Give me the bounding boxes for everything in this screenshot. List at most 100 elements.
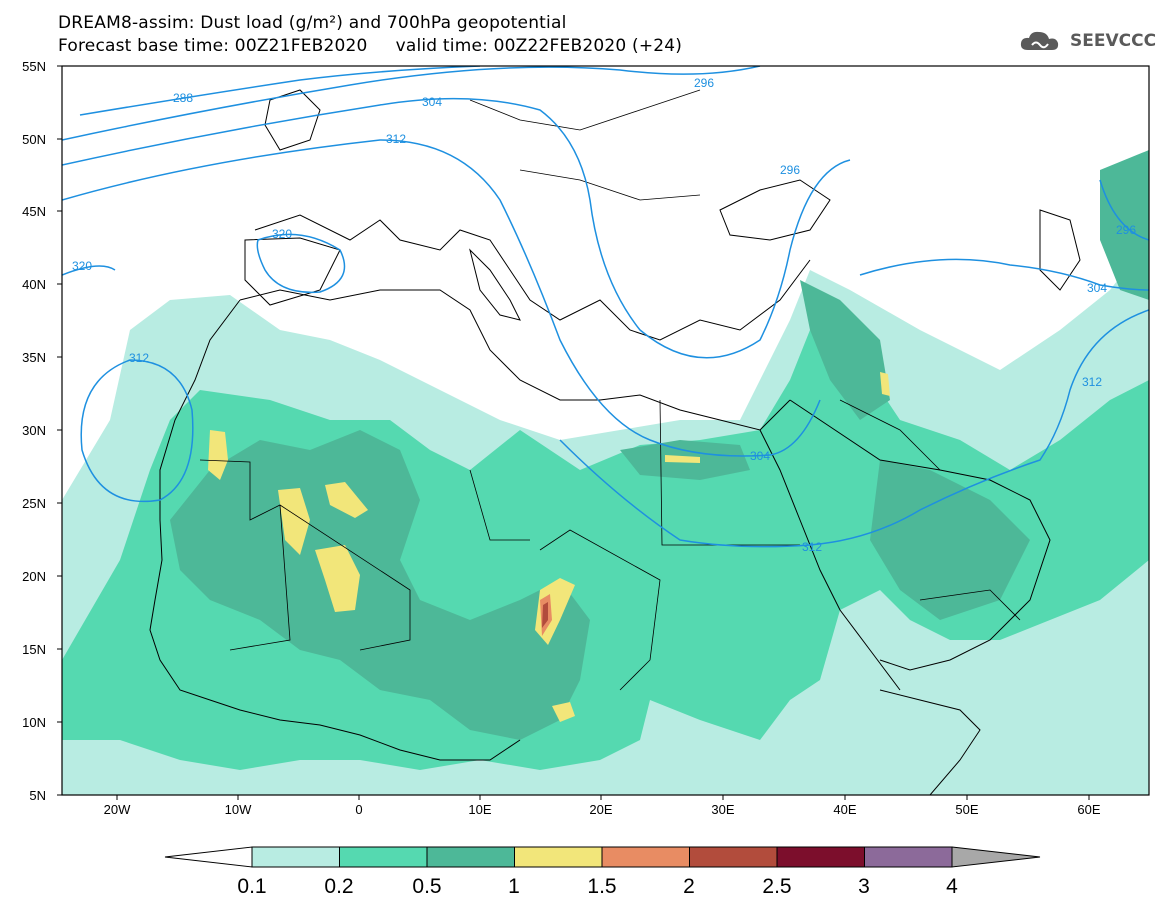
border-line bbox=[469, 89, 701, 131]
lat-tick-label: 25N bbox=[22, 496, 46, 511]
coastline-europe bbox=[254, 214, 811, 341]
colorbar-tick-label: 0.5 bbox=[412, 875, 441, 898]
contour-label: 312 bbox=[1082, 375, 1102, 389]
contour-312-sahara bbox=[559, 309, 1149, 548]
lat-tick-label: 35N bbox=[22, 350, 46, 365]
contour-label: 296 bbox=[780, 163, 800, 177]
country-borders bbox=[199, 89, 1021, 691]
lon-tick-label: 40E bbox=[833, 802, 856, 817]
contour-label: 296 bbox=[694, 76, 714, 90]
coastline-red-sea bbox=[759, 429, 901, 691]
colorbar-tick-label: 1.5 bbox=[587, 875, 616, 898]
coastlines bbox=[149, 89, 1081, 795]
map-title: DREAM8-assim: Dust load (g/m²) and 700hP… bbox=[58, 13, 567, 33]
contour-296-east bbox=[1099, 179, 1149, 241]
cloud-icon bbox=[1020, 31, 1059, 50]
contour-288 bbox=[79, 66, 481, 116]
lat-tick-label: 55N bbox=[22, 59, 46, 74]
dust-layer-1 bbox=[208, 430, 228, 480]
lat-tick-label: 15N bbox=[22, 642, 46, 657]
lon-axis: 20W 10W 0 10E 20E 30E 40E 50E 60E bbox=[104, 802, 1101, 817]
contour-320-atlantic bbox=[62, 265, 116, 276]
lon-tick-label: 20W bbox=[104, 802, 131, 817]
contour-label: 296 bbox=[1116, 223, 1136, 237]
dust-layer-1 bbox=[315, 545, 360, 612]
colorbar-tick-label: 2.5 bbox=[762, 875, 791, 898]
colorbar-legend: 0.1 0.2 0.5 1 1.5 2 2.5 3 4 bbox=[164, 846, 1041, 898]
dust-layer-1 bbox=[552, 702, 575, 722]
contour-label: 312 bbox=[129, 351, 149, 365]
contour-label: 312 bbox=[386, 132, 406, 146]
contour-320-iberia bbox=[256, 233, 346, 294]
dust-layer-1 bbox=[880, 372, 890, 396]
colorbar-box bbox=[864, 846, 953, 868]
lat-tick-label: 50N bbox=[22, 132, 46, 147]
dust-layer-1 bbox=[278, 488, 310, 555]
lat-axis: 55N 50N 45N 40N 35N 30N 25N 20N 15N 10N … bbox=[22, 59, 46, 803]
contour-312-north bbox=[62, 139, 821, 457]
dust-layer-0.5 bbox=[870, 460, 1030, 620]
seevccc-logo: SEEVCCC bbox=[1018, 28, 1156, 54]
coastline-east-africa bbox=[879, 689, 981, 795]
logo-text: SEEVCCC bbox=[1070, 31, 1157, 51]
colorbar-box bbox=[689, 846, 778, 868]
coastline-iberia bbox=[244, 237, 341, 306]
contour-304-east bbox=[859, 258, 1149, 291]
border-line bbox=[469, 469, 530, 541]
contour-label: 320 bbox=[272, 227, 292, 241]
lon-tick-label: 20E bbox=[589, 802, 612, 817]
dust-layer-1 bbox=[665, 455, 700, 463]
lon-tick-label: 10W bbox=[225, 802, 252, 817]
colorbar-right-arrow bbox=[951, 846, 1041, 868]
contour-label: 312 bbox=[802, 540, 822, 554]
lon-tick-label: 60E bbox=[1077, 802, 1100, 817]
lat-tick-label: 40N bbox=[22, 277, 46, 292]
contour-296 bbox=[62, 66, 761, 141]
colorbar-tick-label: 0.1 bbox=[237, 875, 266, 898]
colorbar-box bbox=[426, 846, 515, 868]
colorbar-box bbox=[514, 846, 603, 868]
border-line bbox=[919, 589, 1021, 621]
lat-tick-label: 45N bbox=[22, 204, 46, 219]
lat-ticks bbox=[57, 65, 62, 796]
border-line bbox=[229, 504, 291, 651]
contour-label: 304 bbox=[1087, 281, 1107, 295]
border-line bbox=[839, 399, 941, 471]
lon-tick-label: 10E bbox=[468, 802, 491, 817]
colorbar-tick-label: 1 bbox=[508, 875, 520, 898]
colorbar-tick-label: 3 bbox=[858, 875, 870, 898]
lat-tick-label: 5N bbox=[29, 788, 46, 803]
lon-ticks bbox=[116, 795, 1090, 800]
dust-layer-2 bbox=[542, 602, 548, 628]
contour-304-north bbox=[62, 97, 851, 359]
contour-labels: 288 296 304 312 320 296 312 320 304 312 … bbox=[72, 76, 1136, 554]
border-line bbox=[519, 169, 701, 201]
contour-label: 304 bbox=[422, 95, 442, 109]
contour-312-canary bbox=[80, 359, 194, 503]
lon-tick-label: 50E bbox=[955, 802, 978, 817]
dust-layer-0.5 bbox=[800, 280, 890, 420]
coastline-arabia bbox=[789, 399, 1051, 671]
border-line bbox=[659, 399, 800, 546]
colorbar-boxes bbox=[251, 846, 953, 868]
dust-fields bbox=[62, 150, 1149, 795]
contour-label: 288 bbox=[173, 91, 193, 105]
colorbar-tick-label: 2 bbox=[683, 875, 695, 898]
dust-layer-1 bbox=[325, 482, 368, 518]
lon-tick-label: 30E bbox=[711, 802, 734, 817]
map-subtitle: Forecast base time: 00Z21FEB2020 valid t… bbox=[58, 36, 683, 56]
contour-label: 304 bbox=[750, 449, 770, 463]
colorbar-labels: 0.1 0.2 0.5 1 1.5 2 2.5 3 4 bbox=[237, 875, 958, 898]
colorbar-left-arrow bbox=[164, 846, 253, 868]
coastline-africa-west bbox=[149, 299, 521, 761]
lon-tick-label: 0 bbox=[355, 802, 362, 817]
colorbar-tick-label: 4 bbox=[946, 875, 958, 898]
colorbar-box bbox=[251, 846, 340, 868]
colorbar-box bbox=[339, 846, 428, 868]
colorbar-tick-label: 0.2 bbox=[324, 875, 353, 898]
lat-tick-label: 20N bbox=[22, 569, 46, 584]
colorbar-box bbox=[776, 846, 865, 868]
lat-tick-label: 10N bbox=[22, 715, 46, 730]
geopotential-contours bbox=[62, 66, 1149, 548]
